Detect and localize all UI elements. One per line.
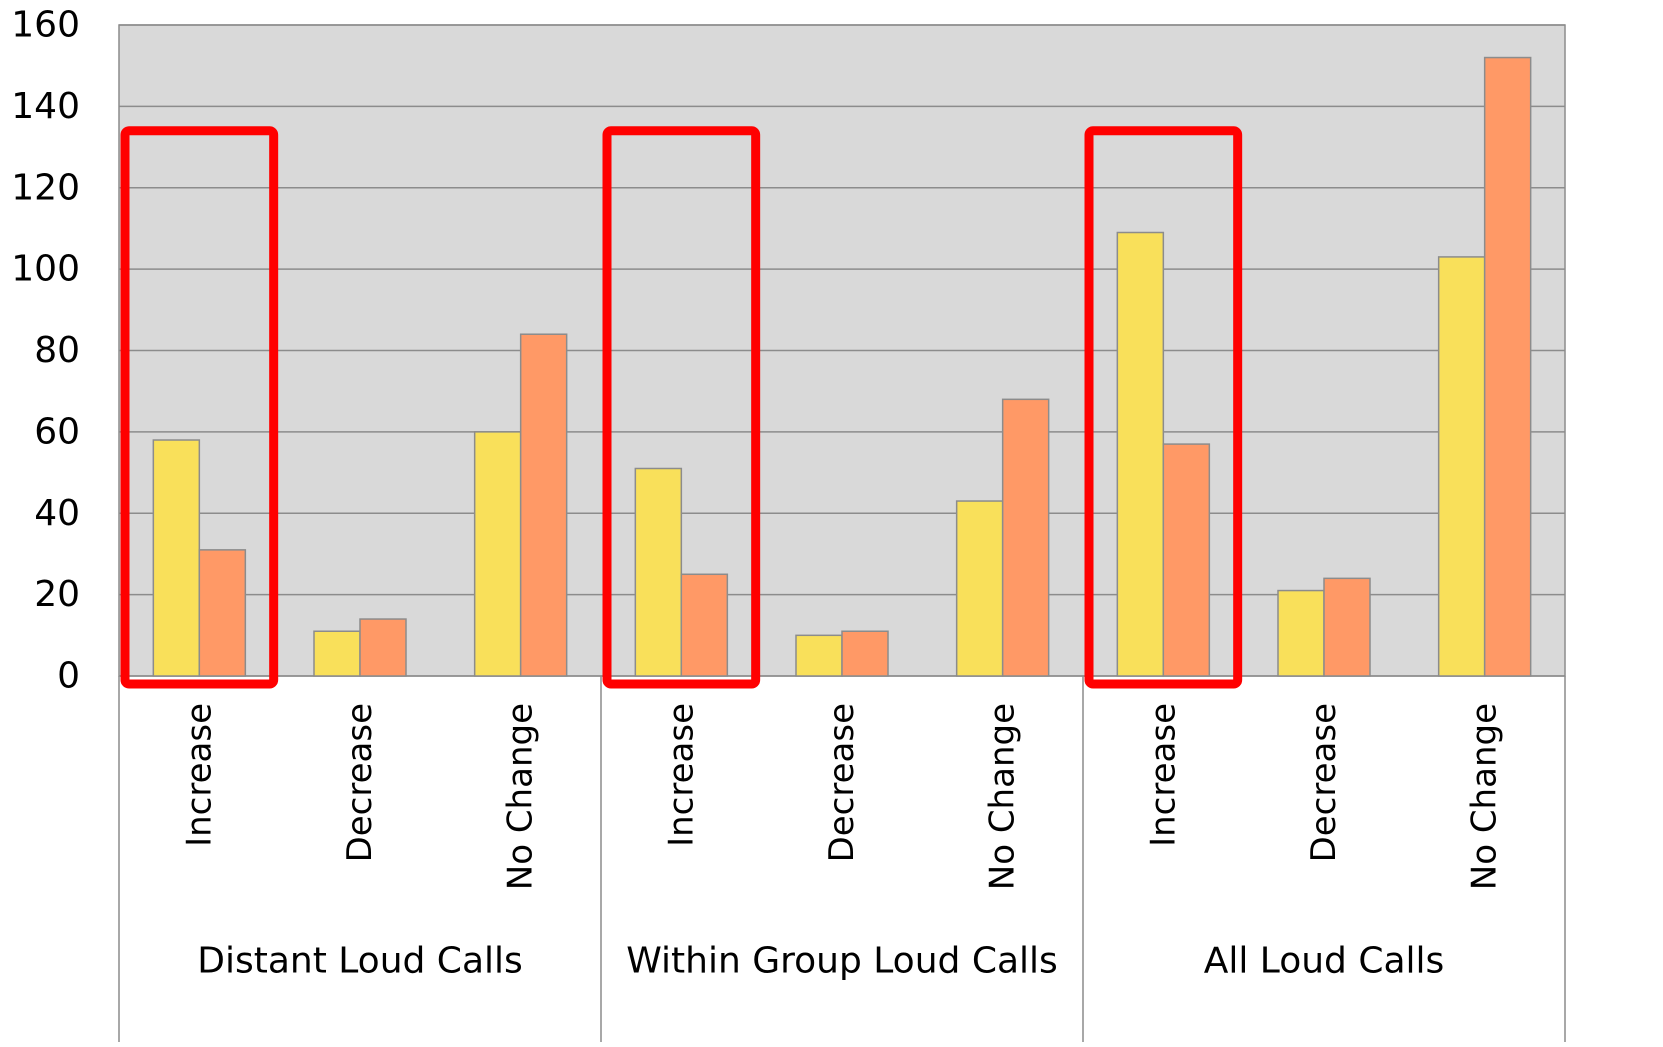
- y-tick-label: 100: [11, 249, 80, 290]
- category-label: Decrease: [1304, 703, 1344, 862]
- highlight-box: [602, 126, 761, 689]
- highlight-box: [120, 126, 279, 689]
- category-label: No Change: [1465, 703, 1505, 890]
- bar-series-1-8: [1277, 589, 1325, 677]
- y-tick-label: 20: [34, 574, 80, 615]
- bar-series-1-9: [1437, 256, 1486, 677]
- group-label: Within Group Loud Calls: [626, 941, 1058, 982]
- category-label: Decrease: [822, 703, 862, 862]
- bar-series-2-2: [359, 618, 407, 677]
- bar-series-1-1: [152, 439, 201, 677]
- category-label: Increase: [179, 703, 219, 847]
- y-tick-label: 140: [11, 86, 80, 127]
- bar-series-2-3: [519, 333, 568, 677]
- category-label: No Change: [983, 703, 1023, 890]
- bar-series-1-6: [955, 500, 1004, 677]
- bar-series-2-8: [1323, 577, 1371, 677]
- bar-series-1-7: [1116, 231, 1165, 677]
- category-label: Increase: [661, 703, 701, 847]
- bar-series-1-5: [795, 634, 843, 677]
- y-tick-label: 80: [34, 330, 80, 371]
- group-label: Distant Loud Calls: [197, 941, 523, 982]
- bar-series-2-9: [1483, 56, 1532, 677]
- bar-series-2-4: [680, 573, 729, 677]
- y-tick-label: 40: [34, 493, 80, 534]
- y-tick-label: 120: [11, 167, 80, 208]
- bar-series-1-3: [473, 431, 522, 677]
- bar-series-1-4: [634, 467, 683, 677]
- y-tick-label: 160: [11, 5, 80, 46]
- bar-series-2-1: [198, 549, 247, 677]
- category-label: Decrease: [340, 703, 380, 862]
- group-label: All Loud Calls: [1204, 941, 1445, 982]
- y-tick-label: 0: [57, 656, 80, 697]
- category-label: Increase: [1143, 703, 1183, 847]
- highlight-box: [1084, 126, 1243, 689]
- y-tick-label: 60: [34, 411, 80, 452]
- category-label: No Change: [501, 703, 541, 890]
- bar-series-2-6: [1001, 398, 1050, 677]
- bar-series-1-2: [313, 630, 361, 677]
- bar-series-2-7: [1162, 443, 1211, 677]
- bar-series-2-5: [841, 630, 889, 677]
